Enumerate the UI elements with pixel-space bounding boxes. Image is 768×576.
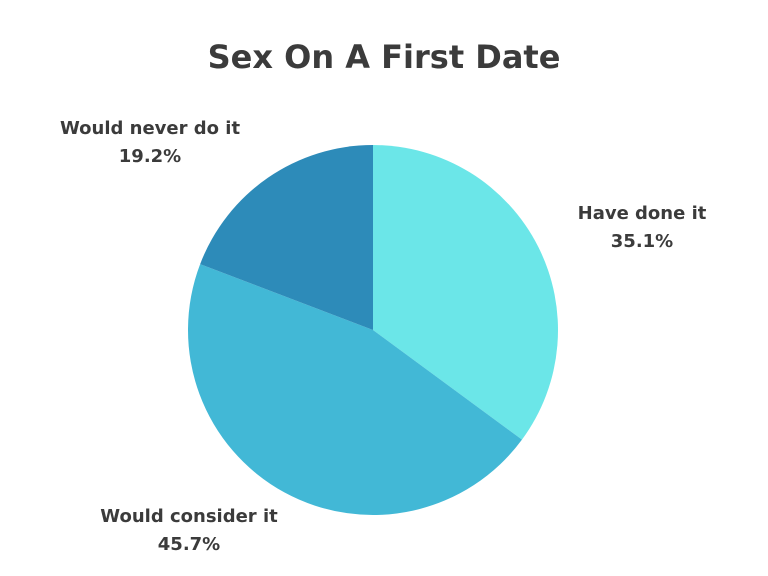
slice-value: 45.7% (157, 534, 221, 555)
slice-name: Would consider it (100, 506, 278, 527)
pie-slice-would-never-do-it (200, 145, 373, 330)
slice-label-would-never-do-it: Would never do it 19.2% (20, 115, 280, 171)
slice-value: 35.1% (610, 231, 674, 252)
slice-label-would-consider-it: Would consider it 45.7% (59, 503, 319, 559)
chart-title: Sex On A First Date (207, 38, 561, 76)
pie-slice-have-done-it (373, 145, 558, 440)
slice-name: Would never do it (59, 118, 241, 139)
slice-label-have-done-it: Have done it 35.1% (512, 200, 768, 256)
slice-value: 19.2% (118, 146, 182, 167)
slice-name: Have done it (577, 203, 707, 224)
pie-slice-would-consider-it (187, 264, 522, 515)
